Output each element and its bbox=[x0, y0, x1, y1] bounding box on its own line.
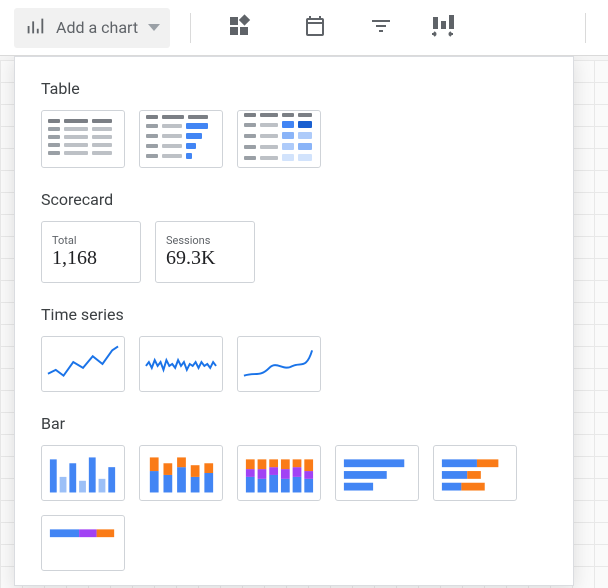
section-time-series: Time series bbox=[41, 305, 547, 392]
add-chart-button[interactable]: Add a chart bbox=[14, 8, 170, 48]
chart-option-stacked-column[interactable] bbox=[139, 445, 223, 501]
toolbar-separator bbox=[585, 13, 586, 43]
scorecard-value: 1,168 bbox=[52, 247, 97, 270]
chart-option-100pct-stacked-column[interactable] bbox=[237, 445, 321, 501]
date-range-icon[interactable] bbox=[297, 8, 333, 48]
toolbar: Add a chart bbox=[0, 0, 608, 56]
chart-option-time-series-smoothed[interactable] bbox=[237, 336, 321, 392]
chart-option-scorecard[interactable]: Total 1,168 bbox=[41, 221, 141, 283]
community-visualizations-icon[interactable] bbox=[221, 8, 257, 48]
section-title-scorecard: Scorecard bbox=[41, 190, 547, 209]
add-chart-label: Add a chart bbox=[56, 18, 138, 37]
caret-down-icon bbox=[148, 24, 160, 31]
section-bar: Bar bbox=[41, 414, 547, 571]
chart-option-time-series-sparkline[interactable] bbox=[139, 336, 223, 392]
chart-option-bar[interactable] bbox=[335, 445, 419, 501]
chart-option-column[interactable] bbox=[41, 445, 125, 501]
scorecard-label: Sessions bbox=[166, 234, 210, 247]
chart-option-100pct-stacked-bar[interactable] bbox=[41, 515, 125, 571]
column-chart-icon bbox=[24, 15, 46, 41]
chart-option-table[interactable] bbox=[41, 110, 125, 168]
data-control-icon[interactable] bbox=[423, 8, 463, 48]
section-title-table: Table bbox=[41, 79, 547, 98]
chart-option-stacked-bar[interactable] bbox=[433, 445, 517, 501]
section-table: Table bbox=[41, 79, 547, 168]
chart-option-table-with-heatmap[interactable] bbox=[237, 110, 321, 168]
scorecard-label: Total bbox=[52, 234, 77, 247]
section-title-time-series: Time series bbox=[41, 305, 547, 324]
section-title-bar: Bar bbox=[41, 414, 547, 433]
toolbar-separator bbox=[190, 13, 191, 43]
chart-option-scorecard-compact[interactable]: Sessions 69.3K bbox=[155, 221, 255, 283]
section-scorecard: Scorecard Total 1,168 Sessions 69.3K bbox=[41, 190, 547, 283]
chart-option-time-series-line[interactable] bbox=[41, 336, 125, 392]
chart-option-table-with-bars[interactable] bbox=[139, 110, 223, 168]
chart-picker-panel: Table bbox=[14, 56, 574, 586]
filter-icon[interactable] bbox=[363, 8, 399, 48]
scorecard-value: 69.3K bbox=[166, 247, 215, 270]
